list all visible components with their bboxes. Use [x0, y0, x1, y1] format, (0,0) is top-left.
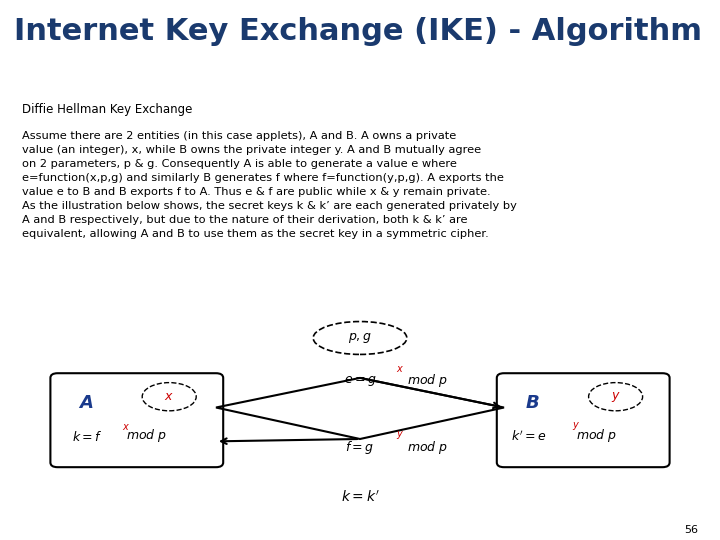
- FancyBboxPatch shape: [497, 373, 670, 467]
- Text: $e=g$: $e=g$: [343, 374, 377, 388]
- Text: $p,g$: $p,g$: [348, 331, 372, 345]
- Text: $mod\ p$: $mod\ p$: [407, 373, 448, 389]
- Text: $y$: $y$: [572, 420, 580, 432]
- Text: Internet Key Exchange (IKE) - Algorithm: Internet Key Exchange (IKE) - Algorithm: [14, 17, 703, 46]
- Text: $y$: $y$: [395, 429, 404, 442]
- Text: $x$: $x$: [122, 422, 130, 432]
- Text: $mod\ p$: $mod\ p$: [407, 438, 448, 456]
- Text: $f=g$: $f=g$: [346, 438, 374, 456]
- Text: Diffie Hellman Key Exchange: Diffie Hellman Key Exchange: [22, 103, 192, 116]
- Text: $mod\ p$: $mod\ p$: [126, 427, 167, 444]
- Text: $mod\ p$: $mod\ p$: [576, 427, 617, 444]
- Text: $y$: $y$: [611, 390, 621, 404]
- Text: Assume there are 2 entities (in this case applets), A and B. A owns a private
va: Assume there are 2 entities (in this cas…: [22, 131, 516, 239]
- Text: $x$: $x$: [395, 364, 404, 374]
- Text: 56: 56: [685, 525, 698, 535]
- Text: B: B: [526, 394, 539, 413]
- Text: A: A: [79, 394, 93, 413]
- Text: $x$: $x$: [164, 390, 174, 403]
- Text: $k=k'$: $k=k'$: [341, 490, 379, 505]
- Text: $k'=e$: $k'=e$: [511, 429, 546, 444]
- FancyBboxPatch shape: [50, 373, 223, 467]
- Text: $k=f$: $k=f$: [72, 430, 102, 444]
